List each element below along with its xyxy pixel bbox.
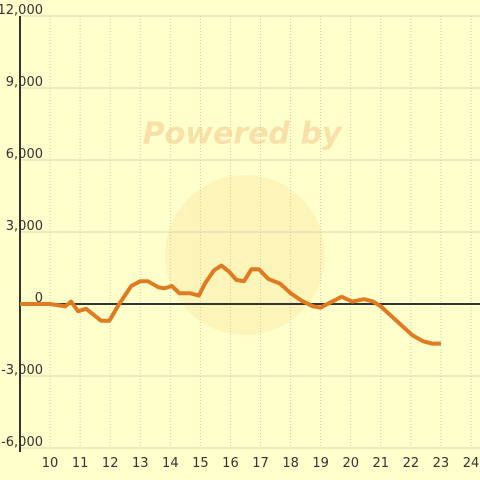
x-tick-label: 14 <box>162 456 179 471</box>
y-tick-label: 9,000 <box>6 75 43 90</box>
y-tick-label: 3,000 <box>6 219 43 234</box>
x-tick-label: 12 <box>102 456 119 471</box>
y-tick-label: -3,000 <box>1 363 43 378</box>
x-tick-label: 17 <box>252 456 269 471</box>
y-tick-label: -6,000 <box>1 435 43 450</box>
x-tick-label: 18 <box>282 456 299 471</box>
x-tick-label: 11 <box>72 456 89 471</box>
x-tick-label: 24 <box>463 456 480 471</box>
data-line <box>20 263 441 346</box>
x-tick-label: 15 <box>192 456 209 471</box>
y-tick-label: 6,000 <box>6 147 43 162</box>
x-tick-label: 16 <box>222 456 239 471</box>
x-tick-label: 23 <box>433 456 450 471</box>
x-tick-label: 21 <box>373 456 390 471</box>
x-tick-label: 19 <box>312 456 329 471</box>
x-tick-label: 20 <box>342 456 359 471</box>
watermark: Powered by <box>143 117 343 152</box>
x-tick-label: 22 <box>403 456 420 471</box>
y-tick-label: 0 <box>35 291 43 306</box>
x-tick-label: 13 <box>132 456 149 471</box>
watermark-logo <box>165 175 325 335</box>
y-tick-label: 12,000 <box>0 3 43 18</box>
x-tick-label: 10 <box>42 456 59 471</box>
